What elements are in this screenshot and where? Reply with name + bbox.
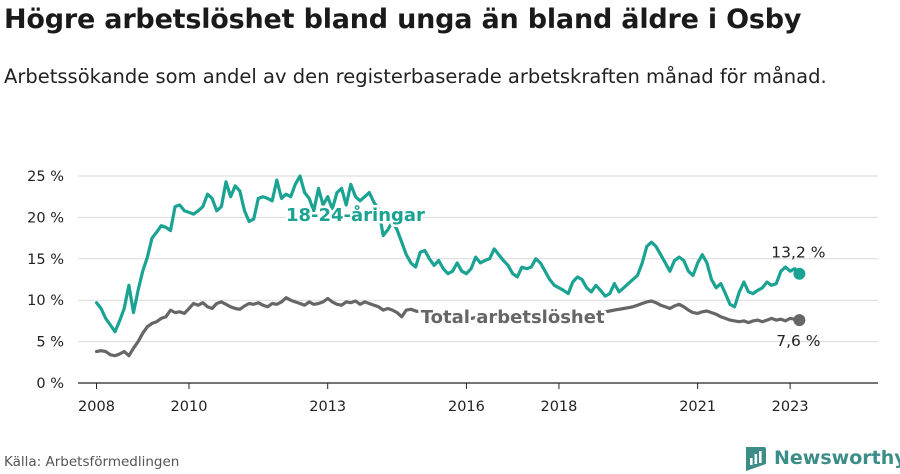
y-tick-label: 0 %	[36, 376, 64, 392]
y-tick-label: 5 %	[36, 335, 64, 351]
series-lines	[94, 174, 801, 358]
y-tick-label: 25 %	[27, 169, 64, 185]
series-line-total	[94, 296, 801, 358]
x-tick-label: 2010	[171, 399, 208, 415]
annotation-total: Total arbetslöshet	[421, 307, 605, 328]
y-tick-label: 15 %	[27, 252, 64, 268]
x-tick-label: 2021	[679, 399, 716, 415]
end-dot-total	[793, 314, 806, 327]
chart-title: Högre arbetslöshet bland unga än bland ä…	[4, 4, 802, 35]
brand-footer: Newsworthy	[744, 443, 900, 473]
y-tick-label: 10 %	[27, 293, 64, 309]
x-axis-ticks: 2008 2010 2013 2016 2018 2021 2023	[78, 383, 809, 415]
line-chart: 0 %5 %10 %15 %20 %25 % 2008 2010 2013 2016 2…	[27, 169, 878, 415]
y-axis-ticks: 0 % 5 % 10 % 15 % 20 % 25 %	[27, 169, 64, 392]
end-label-total: 7,6 %	[776, 332, 820, 350]
annotation-youth: 18-24-åringar	[286, 204, 425, 226]
series-annotations: 18-24-åringar Total arbetslöshet	[283, 201, 607, 330]
x-tick-label: 2013	[309, 399, 346, 415]
end-dot-youth	[793, 267, 806, 280]
x-tick-label: 2023	[772, 399, 809, 415]
x-tick-label: 2018	[540, 399, 577, 415]
end-markers: 13,2 % 7,6 %	[771, 244, 825, 350]
chart-subtitle: Arbetssökande som andel av den registerb…	[4, 65, 827, 88]
x-tick-label: 2016	[448, 399, 485, 415]
brand-name: Newsworthy	[774, 447, 900, 469]
bar-chart-logo-icon	[746, 447, 766, 471]
end-label-youth: 13,2 %	[771, 244, 825, 262]
series-line-youth	[94, 174, 801, 334]
source-note: Källa: Arbetsförmedlingen	[4, 454, 180, 470]
x-tick-label: 2008	[78, 399, 115, 415]
y-tick-label: 20 %	[27, 210, 64, 226]
